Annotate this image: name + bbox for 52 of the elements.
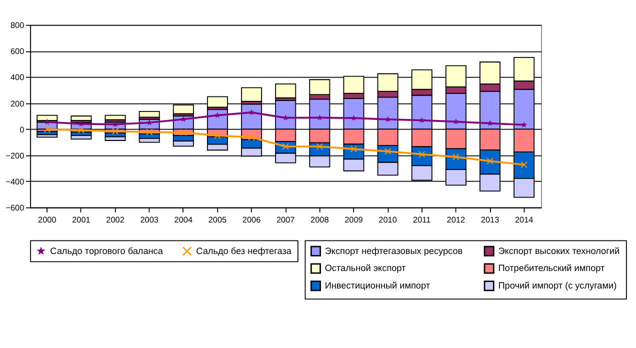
legend-label: Остальной экспорт <box>324 263 407 274</box>
x-tick-label: 2006 <box>242 215 262 224</box>
point <box>452 118 459 124</box>
bar <box>70 135 92 140</box>
x-tick-label: 2012 <box>446 215 466 224</box>
x-tick-label: 2014 <box>514 215 534 224</box>
bar <box>36 134 58 138</box>
legend-label: Сальдо торгового баланса <box>50 246 164 256</box>
x-tick-label: 2009 <box>344 215 364 224</box>
x-tick-label: 2003 <box>140 215 159 224</box>
legend-label: Прочий импорт (с услугами) <box>498 280 617 291</box>
legend-label: Экспорт нефтегазовых ресурсов <box>324 246 463 256</box>
y-tick-label: −400 <box>6 177 25 186</box>
point <box>214 112 221 118</box>
y-tick-label: 400 <box>10 73 25 82</box>
y-tick-label: −600 <box>6 204 25 213</box>
point <box>521 122 528 128</box>
x-tick-label: 2007 <box>276 215 296 224</box>
x-tick-label: 2010 <box>378 215 398 224</box>
bar <box>241 87 262 102</box>
point <box>384 116 391 122</box>
x-tick-label: 2013 <box>480 215 500 224</box>
x-tick-label: 2008 <box>310 215 330 224</box>
y-tick-label: −200 <box>6 151 25 160</box>
bar <box>104 136 126 141</box>
legend-label: Сальдо без нефтегаза <box>196 246 292 256</box>
bar <box>138 110 160 118</box>
y-tick-label: 0 <box>20 125 25 134</box>
legend-label: Инвестиционный импорт <box>324 280 431 291</box>
point <box>248 109 255 116</box>
point <box>316 114 323 120</box>
point <box>112 128 119 135</box>
x-tick-label: 2004 <box>174 215 193 224</box>
x-tick-label: 2002 <box>106 215 125 224</box>
point <box>44 126 50 133</box>
point <box>44 118 50 125</box>
bar <box>104 114 126 120</box>
point <box>418 117 425 123</box>
bar <box>138 138 160 143</box>
legend-label: Потребительский импорт <box>498 263 606 274</box>
x-tick-label: 2005 <box>208 215 228 224</box>
bar <box>275 83 296 98</box>
y-tick-label: 600 <box>10 47 25 56</box>
point <box>486 120 494 126</box>
x-tick-label: 2000 <box>38 215 57 224</box>
bar <box>70 116 92 121</box>
legend-label: Экспорт высоких технологий <box>498 246 620 256</box>
y-tick-label: 200 <box>10 99 25 108</box>
x-tick-label: 2001 <box>72 215 91 224</box>
y-tick-label: 800 <box>10 21 25 30</box>
x-tick-label: 2011 <box>413 215 432 224</box>
point <box>350 114 357 121</box>
